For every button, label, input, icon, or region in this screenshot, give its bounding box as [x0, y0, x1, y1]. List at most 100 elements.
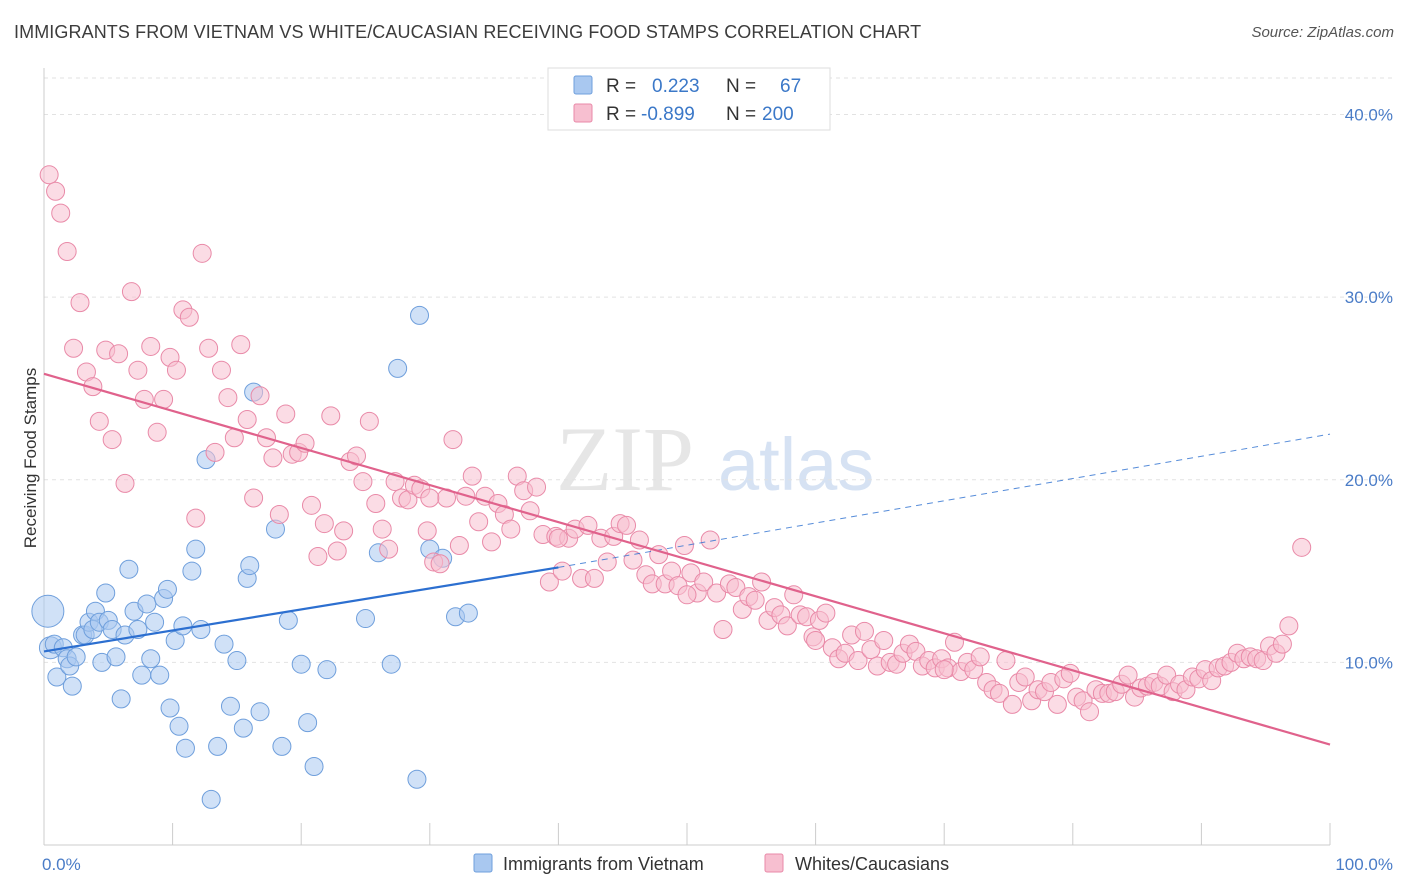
point-white [359, 411, 379, 431]
point-vietnam [145, 612, 165, 632]
y-axis-label: Receiving Food Stamps [21, 368, 40, 548]
point-vietnam [240, 556, 260, 576]
point-white [469, 512, 489, 532]
point-white [527, 477, 547, 497]
watermark-atlas: atlas [718, 423, 874, 506]
point-white [205, 442, 225, 462]
point-vietnam [173, 616, 193, 636]
point-white [51, 203, 71, 223]
point-white [745, 590, 765, 610]
x-tick-label: 0.0% [42, 855, 81, 874]
point-vietnam [66, 647, 86, 667]
legend-r-label-1: R = [606, 76, 636, 97]
point-white [552, 561, 572, 581]
point-vietnam [175, 738, 195, 758]
watermark-zip: ZIP [556, 408, 694, 510]
legend-n-label-2: N = [726, 104, 756, 125]
point-white [276, 404, 296, 424]
point-vietnam [157, 579, 177, 599]
point-white [848, 651, 868, 671]
point-white [816, 603, 836, 623]
point-white [707, 583, 727, 603]
point-vietnam [165, 630, 185, 650]
point-white [327, 541, 347, 561]
trend-line-vietnam-extension [558, 433, 1331, 568]
point-vietnam [233, 718, 253, 738]
point-white [1047, 694, 1067, 714]
x-tick-label: 100.0% [1335, 855, 1393, 874]
point-vietnam [388, 358, 408, 378]
point-white [109, 344, 129, 364]
point-white [237, 409, 257, 429]
point-white [166, 360, 186, 380]
point-white [64, 338, 84, 358]
point-white [269, 504, 289, 524]
point-white [713, 620, 733, 640]
point-white [353, 472, 373, 492]
point-white [83, 377, 103, 397]
trend-line-vietnam [43, 566, 559, 653]
point-white [539, 572, 559, 592]
point-white [752, 572, 772, 592]
point-white [102, 430, 122, 450]
point-white [449, 536, 469, 556]
point-white [121, 282, 141, 302]
point-vietnam [150, 665, 170, 685]
point-white [726, 578, 746, 598]
point-white [128, 360, 148, 380]
point-vietnam [250, 702, 270, 722]
point-vietnam [317, 660, 337, 680]
point-white [244, 488, 264, 508]
point-vietnam [106, 647, 126, 667]
point-white [681, 563, 701, 583]
point-white [520, 501, 540, 521]
source-label: Source: ZipAtlas.com [1251, 24, 1394, 41]
point-white [694, 572, 714, 592]
point-vietnam [47, 667, 67, 687]
point-white [874, 630, 894, 650]
point-white [39, 165, 59, 185]
point-white [501, 519, 521, 539]
point-white [443, 430, 463, 450]
legend-r-value-2: -0.899 [641, 104, 695, 125]
point-vietnam [182, 561, 202, 581]
legend-n-label-1: N = [726, 76, 756, 97]
point-white [70, 293, 90, 313]
point-vietnam [304, 756, 324, 776]
point-vietnam [298, 713, 318, 733]
point-white [334, 521, 354, 541]
point-white [854, 621, 874, 641]
point-vietnam [208, 736, 228, 756]
point-vietnam [128, 620, 148, 640]
point-vietnam [220, 696, 240, 716]
point-white [617, 515, 637, 535]
point-white [301, 495, 321, 515]
point-white [989, 683, 1009, 703]
series-legend-label-white: Whites/Caucasians [795, 854, 949, 874]
point-vietnam [169, 716, 189, 736]
point-vietnam [132, 665, 152, 685]
point-white [186, 508, 206, 528]
y-tick-label: 30.0% [1345, 288, 1393, 307]
point-vietnam [191, 620, 211, 640]
point-vietnam [356, 609, 375, 629]
point-white [1080, 702, 1100, 722]
point-white [462, 466, 482, 486]
point-white [677, 585, 697, 605]
point-white [548, 528, 568, 548]
y-tick-label: 40.0% [1345, 106, 1393, 125]
point-white [584, 568, 604, 588]
legend-n-value-1: 67 [780, 76, 801, 97]
point-vietnam [111, 689, 131, 709]
point-white [372, 519, 392, 539]
series-legend-swatch-white [764, 853, 784, 873]
point-white [192, 243, 212, 263]
legend-swatch-white [573, 103, 593, 123]
point-vietnam [227, 651, 247, 671]
point-white [417, 521, 437, 541]
point-white [861, 640, 881, 660]
point-white [970, 647, 990, 667]
point-white [420, 488, 440, 508]
point-white [250, 386, 270, 406]
